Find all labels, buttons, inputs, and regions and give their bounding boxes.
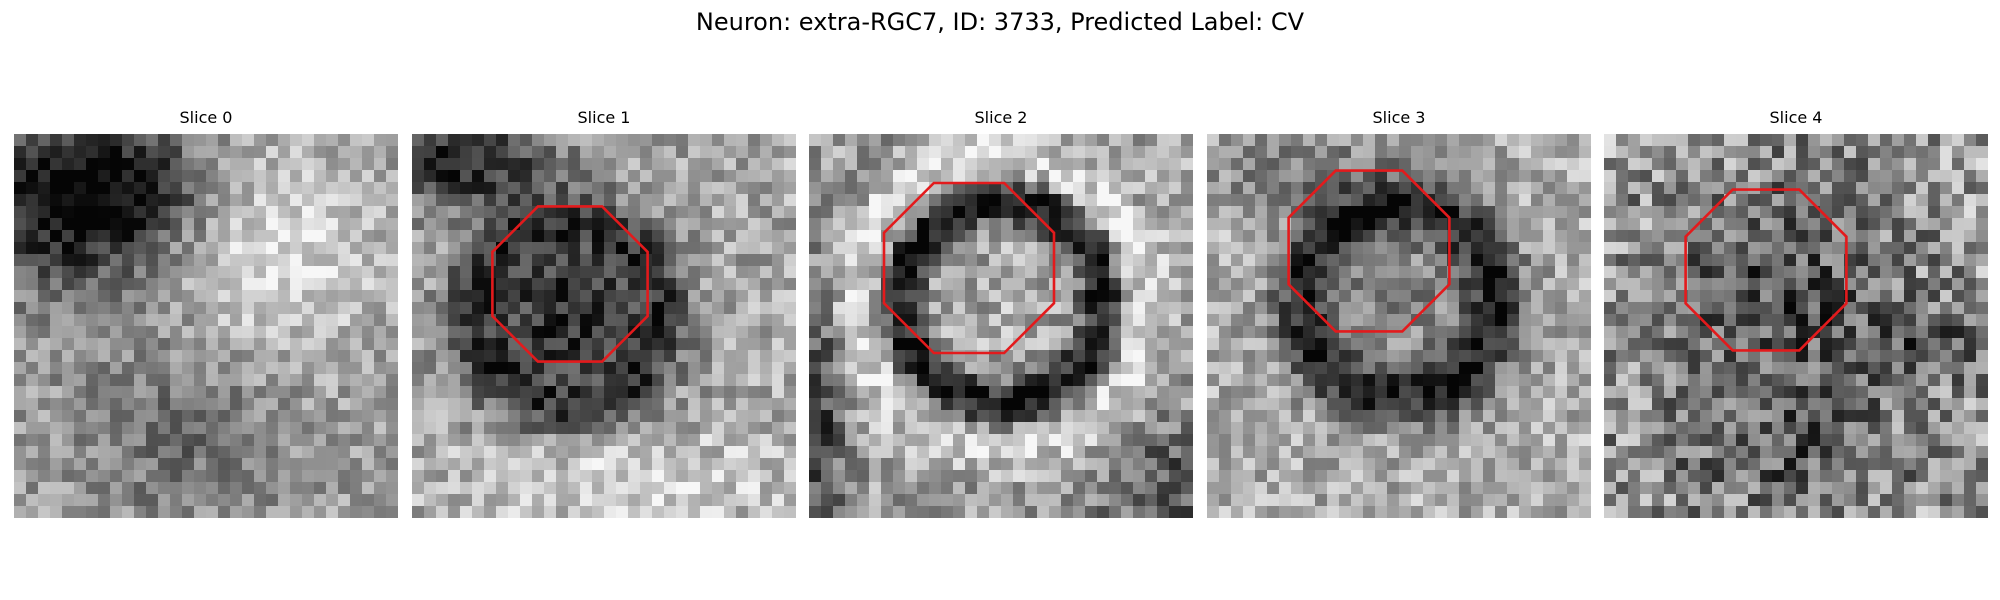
slice-image <box>809 134 1193 518</box>
slice-panel-3: Slice 3 <box>1207 108 1591 522</box>
slice-title: Slice 1 <box>577 108 631 127</box>
slice-image <box>1207 134 1591 518</box>
slice-image <box>1604 134 1988 518</box>
cell-contour <box>882 181 1056 355</box>
slice-panel-0: Slice 0 <box>14 108 398 522</box>
slice-image <box>14 134 398 518</box>
slice-title: Slice 3 <box>1372 108 1426 127</box>
cell-contour <box>491 205 649 363</box>
slice-title: Slice 4 <box>1769 108 1823 127</box>
slice-image <box>412 134 796 518</box>
slice-panel-2: Slice 2 <box>809 108 1193 522</box>
cell-contour <box>1287 169 1451 333</box>
figure-title: Neuron: extra-RGC7, ID: 3733, Predicted … <box>695 8 1305 36</box>
slice-title: Slice 2 <box>974 108 1028 127</box>
cell-contour <box>1684 188 1848 352</box>
slice-panel-1: Slice 1 <box>412 108 796 522</box>
slice-title: Slice 0 <box>179 108 233 127</box>
slice-panel-4: Slice 4 <box>1604 108 1988 522</box>
